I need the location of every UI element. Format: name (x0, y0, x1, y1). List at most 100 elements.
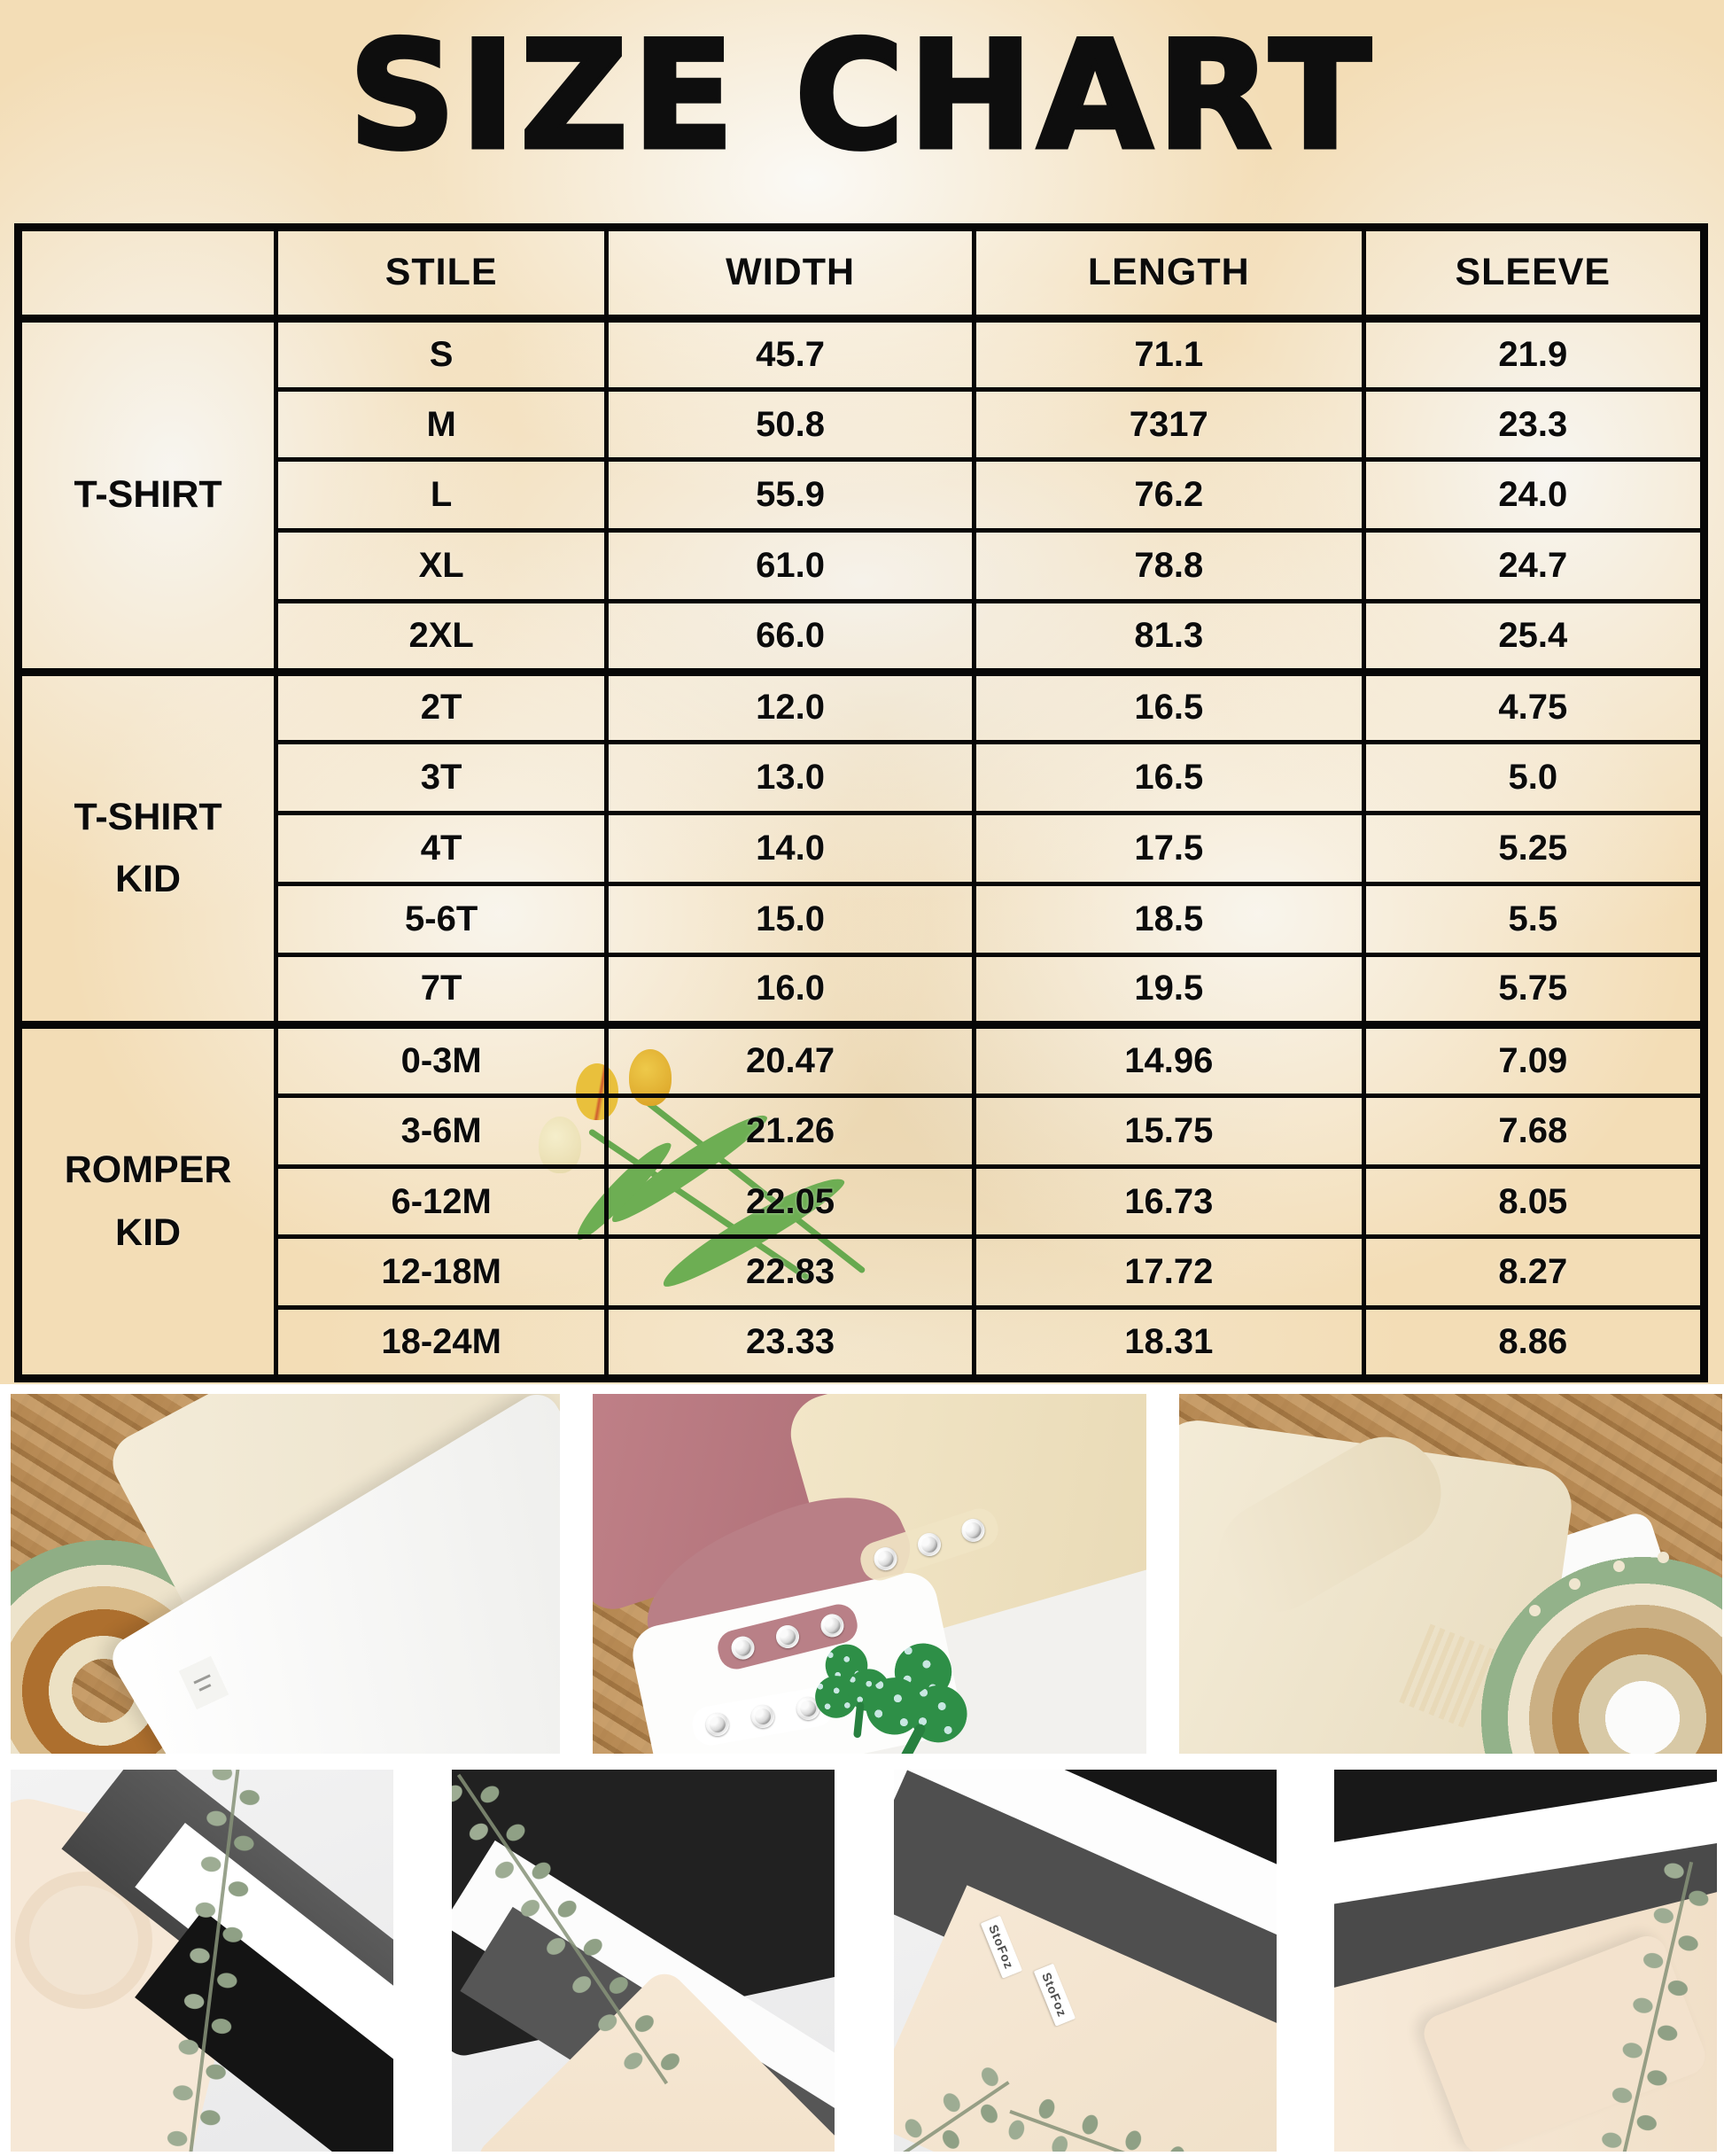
width-value-cell: 12.0 (604, 667, 976, 745)
width-value-cell: 61.0 (604, 528, 976, 603)
sleeve-value-cell: 4.75 (1361, 667, 1707, 745)
width-value-cell: 50.8 (604, 386, 976, 463)
length-value-cell: 18.31 (971, 1305, 1366, 1381)
length-value-cell: 15.75 (971, 1094, 1366, 1169)
column-header-stile: STILE (274, 225, 610, 323)
sleeve-value-cell: 23.3 (1361, 386, 1707, 463)
table-row: M 50.8 7317 23.3 (19, 386, 1707, 463)
size-label-cell: 5-6T (274, 881, 610, 957)
length-value-cell: 78.8 (971, 528, 1366, 603)
table-row: 3T 13.0 16.5 5.0 (19, 740, 1707, 816)
length-value-cell: 7317 (971, 386, 1366, 463)
snap-button (749, 1702, 777, 1731)
length-value-cell: 16.5 (971, 740, 1366, 816)
row-group-label-tshirt: T-SHIRT (15, 314, 279, 674)
table-row: XL 61.0 78.8 24.7 (19, 528, 1707, 603)
sleeve-value-cell: 8.05 (1361, 1164, 1707, 1240)
sleeve-value-cell: 24.7 (1361, 528, 1707, 603)
size-label-cell: 7T (274, 952, 610, 1028)
pom-pom (1569, 1578, 1580, 1590)
row-group-label-tshirt-kid: T-SHIRT KID (15, 667, 279, 1028)
row-group-label-romper-kid: ROMPER KID (15, 1021, 279, 1381)
table-row: 6-12M 22.05 16.73 8.05 (19, 1164, 1707, 1240)
width-value-cell: 21.26 (604, 1094, 976, 1169)
width-value-cell: 14.0 (604, 811, 976, 886)
photo-row-top (11, 1394, 1722, 1754)
table-row: ROMPER KID 0-3M 20.47 14.96 7.09 (15, 1021, 1707, 1381)
length-value-cell: 16.73 (971, 1164, 1366, 1240)
length-value-cell: 14.96 (971, 1021, 1366, 1099)
snap-button (914, 1529, 944, 1560)
snap-button (959, 1515, 988, 1545)
width-value-cell: 22.05 (604, 1164, 976, 1240)
photo-branded-tee-stack: StoFoz StoFoz (894, 1770, 1277, 2152)
photo-peach-tee-stack (1334, 1770, 1717, 2152)
pom-pom (1529, 1605, 1541, 1616)
length-value-cell: 76.2 (971, 457, 1366, 533)
header-row: STILE WIDTH LENGTH SLEEVE (15, 225, 1707, 323)
photo-black-tee-stack (452, 1770, 835, 2152)
photo-romper-snaps (593, 1394, 1146, 1754)
length-value-cell: 81.3 (971, 598, 1366, 674)
width-value-cell: 15.0 (604, 881, 976, 957)
photo-rainbow-shirts (11, 1394, 560, 1754)
length-value-cell: 18.5 (971, 881, 1366, 957)
size-label-cell: 2XL (274, 598, 610, 674)
photo-hooded-top-stack (11, 1770, 393, 2152)
table-row: 12-18M 22.83 17.72 8.27 (19, 1234, 1707, 1311)
size-label-cell: 18-24M (274, 1305, 610, 1381)
column-header-length: LENGTH (971, 225, 1366, 323)
width-value-cell: 23.33 (604, 1305, 976, 1381)
snap-button (871, 1544, 900, 1574)
page-title: SIZE CHART (346, 9, 1376, 183)
size-label-cell: 12-18M (274, 1234, 610, 1311)
sleeve-value-cell: 8.27 (1361, 1234, 1707, 1311)
width-value-cell: 45.7 (604, 314, 976, 392)
sleeve-value-cell: 5.5 (1361, 881, 1707, 957)
width-value-cell: 13.0 (604, 740, 976, 816)
column-header-width: WIDTH (604, 225, 976, 323)
width-value-cell: 55.9 (604, 457, 976, 533)
sleeve-value-cell: 7.68 (1361, 1094, 1707, 1169)
column-header-sleeve: SLEEVE (1361, 225, 1707, 323)
length-value-cell: 17.72 (971, 1234, 1366, 1311)
size-chart-table: STILE WIDTH LENGTH SLEEVE T-SHIRT S 45.7… (14, 223, 1708, 1382)
table-row: L 55.9 76.2 24.0 (19, 457, 1707, 533)
length-value-cell: 71.1 (971, 314, 1366, 392)
size-label-cell: M (274, 386, 610, 463)
length-value-cell: 17.5 (971, 811, 1366, 886)
table-row: 5-6T 15.0 18.5 5.5 (19, 881, 1707, 957)
pom-pom (1613, 1561, 1625, 1572)
table-row: 7T 16.0 19.5 5.75 (19, 952, 1707, 1028)
size-label-cell: S (274, 314, 610, 392)
size-label-cell: 0-3M (274, 1021, 610, 1099)
table-row: T-SHIRT S 45.7 71.1 21.9 (15, 314, 1707, 674)
sleeve-value-cell: 24.0 (1361, 457, 1707, 533)
snap-button (818, 1611, 847, 1640)
table-row: 18-24M 23.33 18.31 8.86 (19, 1305, 1707, 1381)
snap-button (773, 1623, 802, 1651)
sleeve-value-cell: 5.75 (1361, 952, 1707, 1028)
sleeve-value-cell: 8.86 (1361, 1305, 1707, 1381)
sleeve-value-cell: 21.9 (1361, 314, 1707, 392)
size-label-cell: 3-6M (274, 1094, 610, 1169)
snap-button (728, 1633, 757, 1662)
table-row: T-SHIRT KID 2T 12.0 16.5 4.75 (15, 667, 1707, 1028)
snap-button (703, 1710, 731, 1739)
photo-row-bottom: StoFoz StoFoz (11, 1770, 1724, 2152)
table-row: 3-6M 21.26 15.75 7.68 (19, 1094, 1707, 1169)
pom-pom (1658, 1552, 1669, 1563)
size-label-cell: 2T (274, 667, 610, 745)
sleeve-value-cell: 5.0 (1361, 740, 1707, 816)
length-value-cell: 19.5 (971, 952, 1366, 1028)
length-value-cell: 16.5 (971, 667, 1366, 745)
size-label-cell: 6-12M (274, 1164, 610, 1240)
width-value-cell: 20.47 (604, 1021, 976, 1099)
width-value-cell: 66.0 (604, 598, 976, 674)
table-row: 2XL 66.0 81.3 25.4 (19, 598, 1707, 674)
width-value-cell: 22.83 (604, 1234, 976, 1311)
photo-cream-shirt (1179, 1394, 1722, 1754)
sleeve-value-cell: 25.4 (1361, 598, 1707, 674)
table-corner-cell (15, 225, 279, 323)
size-label-cell: L (274, 457, 610, 533)
